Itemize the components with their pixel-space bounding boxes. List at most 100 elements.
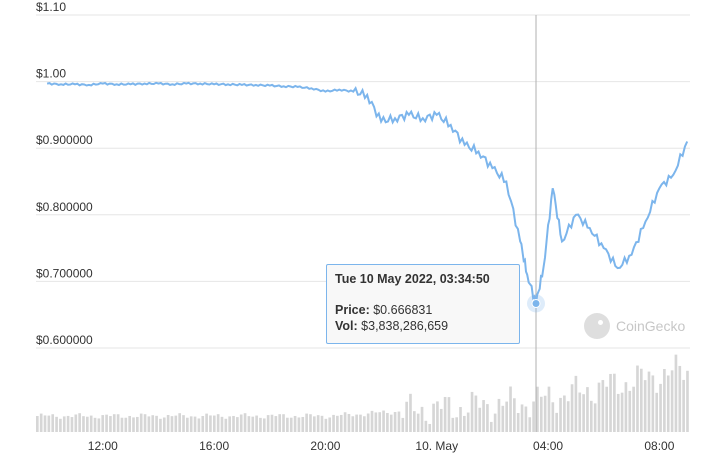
tooltip-price-row: Price: $0.666831 <box>335 302 511 318</box>
volume-bar <box>347 413 351 432</box>
volume-bar <box>282 414 285 432</box>
tooltip-timestamp: Tue 10 May 2022, 03:34:50 <box>335 272 490 286</box>
volume-bar <box>189 416 193 432</box>
volume-bar <box>328 417 332 432</box>
volume-bar <box>216 414 220 432</box>
y-axis-ticks: $1.10 $1.00 $0.900000 $0.800000 $0.700000 $0.… <box>36 0 93 347</box>
hover-point[interactable] <box>531 298 541 308</box>
volume-bar <box>197 418 201 432</box>
volume-bar <box>386 412 389 432</box>
volume-bar <box>320 415 324 432</box>
tooltip-vol-label: Vol: <box>335 319 358 333</box>
volume-bar <box>678 365 682 432</box>
volume-bar <box>478 407 482 432</box>
volume-bar <box>255 415 258 432</box>
volume-bar <box>616 393 620 432</box>
volume-bar <box>201 416 205 432</box>
volume-bar <box>639 368 643 432</box>
volume-bar <box>51 414 55 432</box>
volume-bar <box>509 386 512 432</box>
volume-bar <box>243 413 247 432</box>
tooltip-vol-row: Vol: $3,838,286,659 <box>335 318 511 334</box>
volume-bar <box>528 417 532 432</box>
price-series-line[interactable] <box>46 81 689 304</box>
volume-bar <box>532 401 535 432</box>
volume-bar <box>620 392 624 432</box>
volume-bar <box>220 416 224 432</box>
volume-bar <box>609 373 612 432</box>
volume-bar <box>47 415 51 432</box>
y-tick-label: $0.800000 <box>36 200 93 214</box>
volume-bar <box>59 418 62 432</box>
volume-bar <box>247 416 251 432</box>
volume-bar <box>228 416 231 432</box>
volume-bar <box>413 411 416 432</box>
volume-bar <box>66 415 70 432</box>
volume-bar <box>416 413 420 432</box>
volume-bar <box>143 414 147 432</box>
volume-bar <box>520 404 524 432</box>
volume-bar <box>170 416 174 432</box>
volume-bar <box>543 395 547 432</box>
volume-bar <box>420 406 424 432</box>
volume-bar <box>166 414 170 432</box>
volume-bar <box>374 412 378 432</box>
volume-bar <box>297 417 301 432</box>
volume-bar <box>551 402 555 432</box>
volume-bar <box>274 416 278 432</box>
volume-bar <box>463 415 466 432</box>
volume-bar <box>89 415 93 432</box>
volume-bar <box>174 415 178 432</box>
volume-bar <box>482 400 485 432</box>
volume-bar <box>593 403 597 432</box>
volume-bar <box>178 413 181 432</box>
volume-bar <box>101 415 105 432</box>
volume-bar <box>339 414 343 432</box>
volume-bar <box>589 400 593 432</box>
volume-bar <box>55 416 58 432</box>
volume-bar <box>128 415 131 432</box>
volume-bar <box>632 386 635 432</box>
volume-bar <box>301 416 305 432</box>
tooltip-price-label: Price: <box>335 303 370 317</box>
volume-bar <box>159 418 162 432</box>
volume-bar <box>447 397 451 432</box>
volume-bar <box>443 396 447 432</box>
volume-bar <box>105 414 108 432</box>
volume-bar <box>624 382 628 432</box>
volume-bar <box>162 417 166 432</box>
watermark-text: CoinGecko <box>616 318 686 334</box>
volume-bar <box>586 387 589 432</box>
volume-bar <box>613 373 616 432</box>
gecko-logo-icon <box>584 313 610 339</box>
volume-bar <box>516 413 520 432</box>
volume-bar <box>305 413 308 432</box>
volume-bar <box>513 398 516 432</box>
volume-bar <box>147 416 151 432</box>
volume-bar <box>486 404 489 432</box>
volume-bar <box>370 410 374 432</box>
tooltip-price-value: $0.666831 <box>373 303 433 317</box>
y-tick-label: $0.600000 <box>36 333 93 347</box>
volume-bar <box>682 379 685 432</box>
volume-bar <box>289 417 293 432</box>
volume-bar <box>97 418 101 432</box>
volume-bar <box>209 415 212 432</box>
volume-bar <box>363 416 366 432</box>
volume-bar <box>674 354 678 432</box>
volume-bar <box>112 414 116 432</box>
volume-bar <box>43 415 47 432</box>
volume-bar <box>536 386 539 432</box>
volume-bar <box>378 412 382 432</box>
volume-bar <box>70 417 74 432</box>
volume-bar <box>278 414 282 432</box>
tooltip-vol-value: $3,838,286,659 <box>361 319 449 333</box>
volume-bar <box>74 414 78 432</box>
volume-bar <box>570 384 574 432</box>
volume-bar <box>262 418 266 432</box>
volume-bar <box>382 410 385 432</box>
volume-bar <box>332 414 335 432</box>
volume-bar <box>470 391 474 432</box>
volume-bar <box>670 370 674 432</box>
